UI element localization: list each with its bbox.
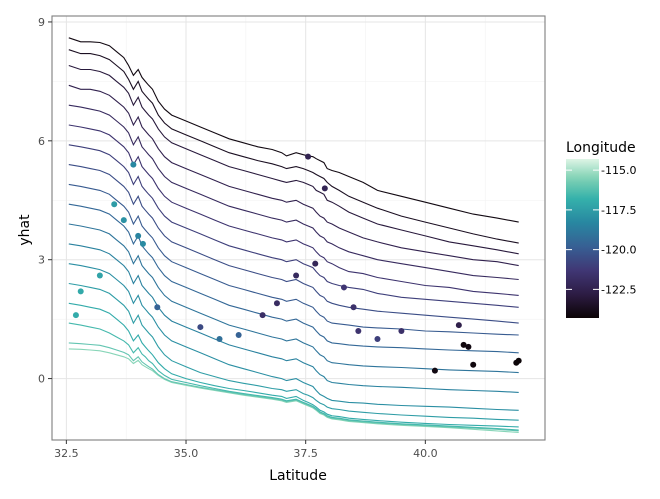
series-line [68,37,519,223]
data-point [72,312,79,319]
data-point [374,335,381,342]
x-axis: 32.5 35.0 37.5 40.0 [54,440,438,460]
data-point [120,217,127,224]
series-line [68,164,519,324]
data-point [235,331,242,338]
data-point [130,161,137,168]
data-point [460,341,467,348]
y-tick-label: 6 [38,135,45,148]
data-point [321,185,328,192]
data-point [398,328,405,335]
legend: Longitude -115.0 -117.5 -120.0 -122.5 [566,140,636,318]
legend-break-label: -115.0 [601,164,636,177]
data-point [96,272,103,279]
data-point [259,312,266,319]
data-point [355,328,362,335]
series-line [68,64,519,255]
data-point [293,272,300,279]
data-point [77,288,84,295]
grid-lines [52,16,545,440]
series-line [68,263,519,411]
series-line [68,84,519,267]
data-point [273,300,280,307]
data-point [515,357,522,364]
y-tick-label: 3 [38,254,45,267]
legend-break-label: -117.5 [601,204,636,217]
observed-points [72,153,522,374]
data-point [350,304,357,311]
data-point [135,232,142,239]
series-line [68,104,519,281]
data-point [465,343,472,350]
x-axis-title: Latitude [269,468,327,484]
series-line [68,203,519,354]
series-line [68,282,519,421]
series-lines [68,37,519,434]
legend-colorbar [566,159,599,318]
x-tick-label: 35.0 [174,447,199,460]
plot-panel [52,16,545,440]
series-line [68,124,519,296]
data-point [455,322,462,329]
x-tick-label: 37.5 [293,447,318,460]
data-point [111,201,118,208]
series-line [68,223,519,374]
data-point [154,304,161,311]
data-point [312,260,319,267]
data-point [197,324,204,331]
legend-breaks: -115.0 -117.5 -120.0 -122.5 [566,164,636,296]
y-axis-title: yhat [17,214,33,246]
plot-border [51,15,546,441]
series-line [68,302,519,428]
series-line [68,322,519,431]
data-point [139,240,146,247]
data-point [340,284,347,291]
series-line [68,348,519,434]
y-tick-label: 0 [38,373,45,386]
series-line [68,183,519,336]
data-point [216,335,223,342]
data-point [305,153,312,160]
series-line [68,342,519,432]
y-axis: 0 3 6 9 [38,16,52,386]
legend-title: Longitude [566,140,636,156]
legend-break-label: -122.5 [601,283,636,296]
series-line [68,144,519,308]
x-tick-label: 32.5 [54,447,79,460]
x-tick-label: 40.0 [413,447,438,460]
series-line [68,49,519,244]
data-point [431,367,438,374]
y-tick-label: 9 [38,16,45,29]
legend-break-label: -120.0 [601,244,636,257]
series-line [68,243,519,393]
data-point [470,361,477,368]
